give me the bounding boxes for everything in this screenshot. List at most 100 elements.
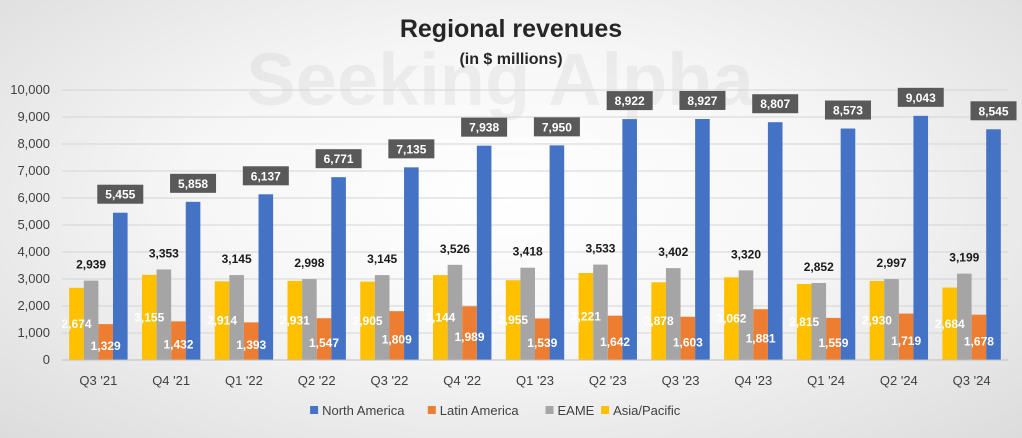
y-tick-label: 9,000 [17,109,50,124]
data-label-asia-pacific: 3,155 [134,310,164,324]
y-tick-label: 10,000 [10,82,50,97]
bar-north-america [331,177,346,360]
legend-swatch-asia-pacific [601,406,610,414]
legend: North America Latin America EAME Asia/Pacif… [310,403,681,418]
x-tick-label: Q3 '21 [79,373,117,388]
bar-latin-america [316,318,332,360]
bar-eame [447,264,463,360]
data-label-asia-pacific: 3,062 [716,312,746,326]
y-tick-label: 5,000 [17,217,50,232]
bar-latin-america [680,316,696,360]
legend-label: North America [322,403,405,418]
legend-swatch-north-america [310,406,319,414]
x-tick-label: Q2 '22 [298,373,336,388]
bar-eame [811,282,827,360]
data-label-latin-america: 1,881 [746,332,776,346]
bar-latin-america [171,321,186,360]
bar-asia-pacific [869,280,885,360]
bar-eame [665,268,681,360]
bar-asia-pacific [578,273,594,360]
y-axis: 0 1,000 2,000 3,000 4,000 5,000 6,000 7,000 8,00… [10,82,50,367]
data-label-eame: 3,199 [949,251,979,265]
data-label-latin-america: 1,329 [91,339,121,353]
bar-asia-pacific [69,287,84,360]
bar-latin-america [462,306,477,360]
bar-north-america [404,167,419,360]
x-tick-label: Q1 '22 [225,373,263,388]
data-label-north-america: 7,950 [542,120,572,134]
data-label-eame: 3,526 [440,242,470,256]
data-label-asia-pacific: 2,815 [789,315,819,329]
bar-asia-pacific [724,277,739,360]
x-tick-label: Q4 '22 [443,373,481,388]
bar-asia-pacific [651,282,666,360]
data-label-box [242,166,289,186]
bar-asia-pacific [942,287,958,360]
bar-north-america [986,129,1001,360]
bar-north-america [549,145,565,360]
data-label-eame: 3,402 [658,245,688,259]
data-label-latin-america: 1,809 [382,333,412,347]
data-label-box [970,101,1017,121]
bar-latin-america [607,315,623,360]
x-tick-label: Q1 '23 [516,373,554,388]
data-label-latin-america: 1,559 [818,336,848,350]
data-label-box [752,94,799,114]
bar-latin-america [971,314,987,360]
data-label-box [533,117,580,137]
data-label-eame: 3,145 [367,252,397,266]
bar-asia-pacific [287,280,303,360]
bar-asia-pacific [141,274,157,360]
bar-north-america [476,145,492,360]
bar-eame [520,267,535,360]
data-label-asia-pacific: 2,930 [862,313,892,327]
data-label-latin-america: 1,547 [309,336,339,350]
x-tick-label: Q2 '24 [880,373,918,388]
data-label-latin-america: 1,642 [600,335,630,349]
data-label-latin-america: 1,678 [964,334,994,348]
x-tick-label: Q3 '23 [662,373,700,388]
legend-label: EAME [558,403,595,418]
data-label-north-america: 7,938 [469,121,499,135]
data-label-asia-pacific: 3,144 [425,311,455,325]
bar-north-america [767,122,783,360]
bar-asia-pacific [214,281,230,360]
data-label-box [824,100,871,120]
data-label-north-america: 8,922 [615,94,645,108]
y-tick-label: 6,000 [17,190,50,205]
data-label-north-america: 5,858 [178,177,208,191]
bar-north-america [258,194,274,360]
data-label-eame: 3,533 [585,242,615,256]
data-label-eame: 2,939 [76,258,106,272]
bar-latin-america [535,318,550,360]
data-label-north-america: 9,043 [906,91,936,105]
bar-latin-america [898,313,914,360]
data-label-asia-pacific: 2,878 [644,314,674,328]
data-label-eame: 2,997 [877,256,907,270]
x-tick-label: Q1 '24 [807,373,845,388]
bar-north-america [840,128,856,360]
bar-asia-pacific [505,280,521,360]
x-tick-label: Q4 '23 [734,373,772,388]
data-label-box [170,173,217,193]
data-label-latin-america: 1,719 [891,334,921,348]
bar-eame [302,279,317,360]
data-label-north-america: 8,927 [687,94,717,108]
data-label-eame: 3,320 [731,247,761,261]
data-label-latin-america: 1,539 [527,336,557,350]
data-label-asia-pacific: 3,221 [571,310,601,324]
bar-asia-pacific [796,283,812,360]
bar-asia-pacific [433,275,448,360]
data-label-north-america: 6,771 [324,152,354,166]
bar-latin-america [826,317,841,360]
data-label-box [679,90,726,110]
bar-eame [156,269,172,360]
data-label-north-america: 6,137 [251,169,281,183]
bar-north-america [695,118,710,360]
y-tick-label: 4,000 [17,244,50,259]
chart-subtitle: (in $ millions) [459,51,562,68]
bar-latin-america [389,311,405,360]
bar-eame [374,275,390,360]
bar-north-america [913,115,929,361]
